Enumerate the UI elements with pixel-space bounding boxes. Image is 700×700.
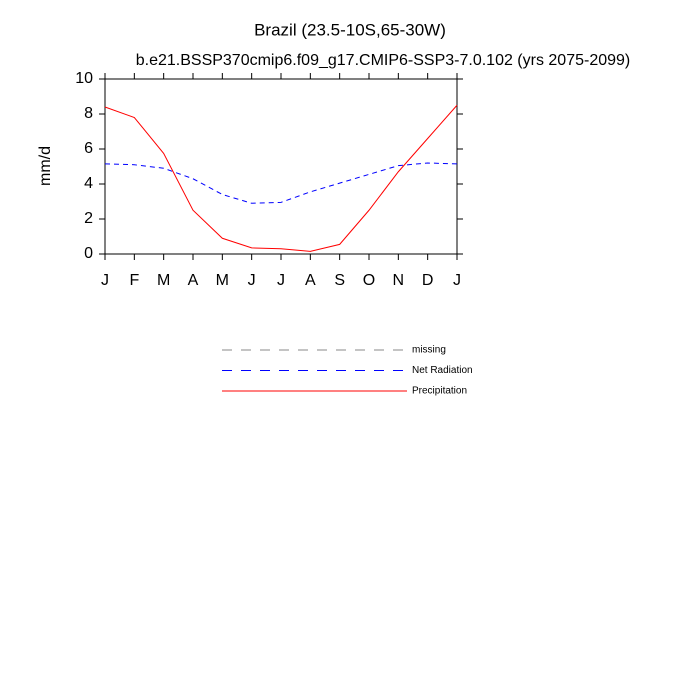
- plot-frame: [104, 78, 458, 255]
- y-axis-label: mm/d: [37, 146, 54, 186]
- x-tick-label: M: [216, 272, 229, 289]
- chart-title: Brazil (23.5-10S,65-30W): [254, 20, 446, 39]
- y-tick-label: 0: [84, 245, 93, 262]
- legend-label: Precipitation: [412, 386, 467, 397]
- series-line: [104, 104, 458, 252]
- x-tick-label: D: [422, 272, 434, 289]
- x-tick-label: A: [305, 272, 316, 289]
- x-tick-label: J: [453, 272, 461, 289]
- legend-label: missing: [412, 345, 446, 356]
- x-tick-label: J: [277, 272, 285, 289]
- x-tick-label: N: [393, 272, 405, 289]
- y-tick-label: 6: [84, 140, 93, 157]
- y-tick-label: 8: [84, 105, 93, 122]
- y-tick-label: 10: [75, 70, 93, 87]
- x-tick-label: J: [248, 272, 256, 289]
- y-tick-label: 2: [84, 210, 93, 227]
- chart-subtitle: b.e21.BSSP370cmip6.f09_g17.CMIP6-SSP3-7.…: [136, 52, 631, 69]
- series-line: [104, 162, 458, 204]
- legend-label: Net Radiation: [412, 365, 473, 376]
- y-tick-label: 4: [84, 175, 93, 192]
- x-tick-label: F: [129, 272, 139, 289]
- x-tick-label: S: [334, 272, 345, 289]
- x-tick-label: M: [157, 272, 170, 289]
- x-tick-label: O: [363, 272, 375, 289]
- x-tick-label: A: [188, 272, 199, 289]
- x-tick-label: J: [101, 272, 109, 289]
